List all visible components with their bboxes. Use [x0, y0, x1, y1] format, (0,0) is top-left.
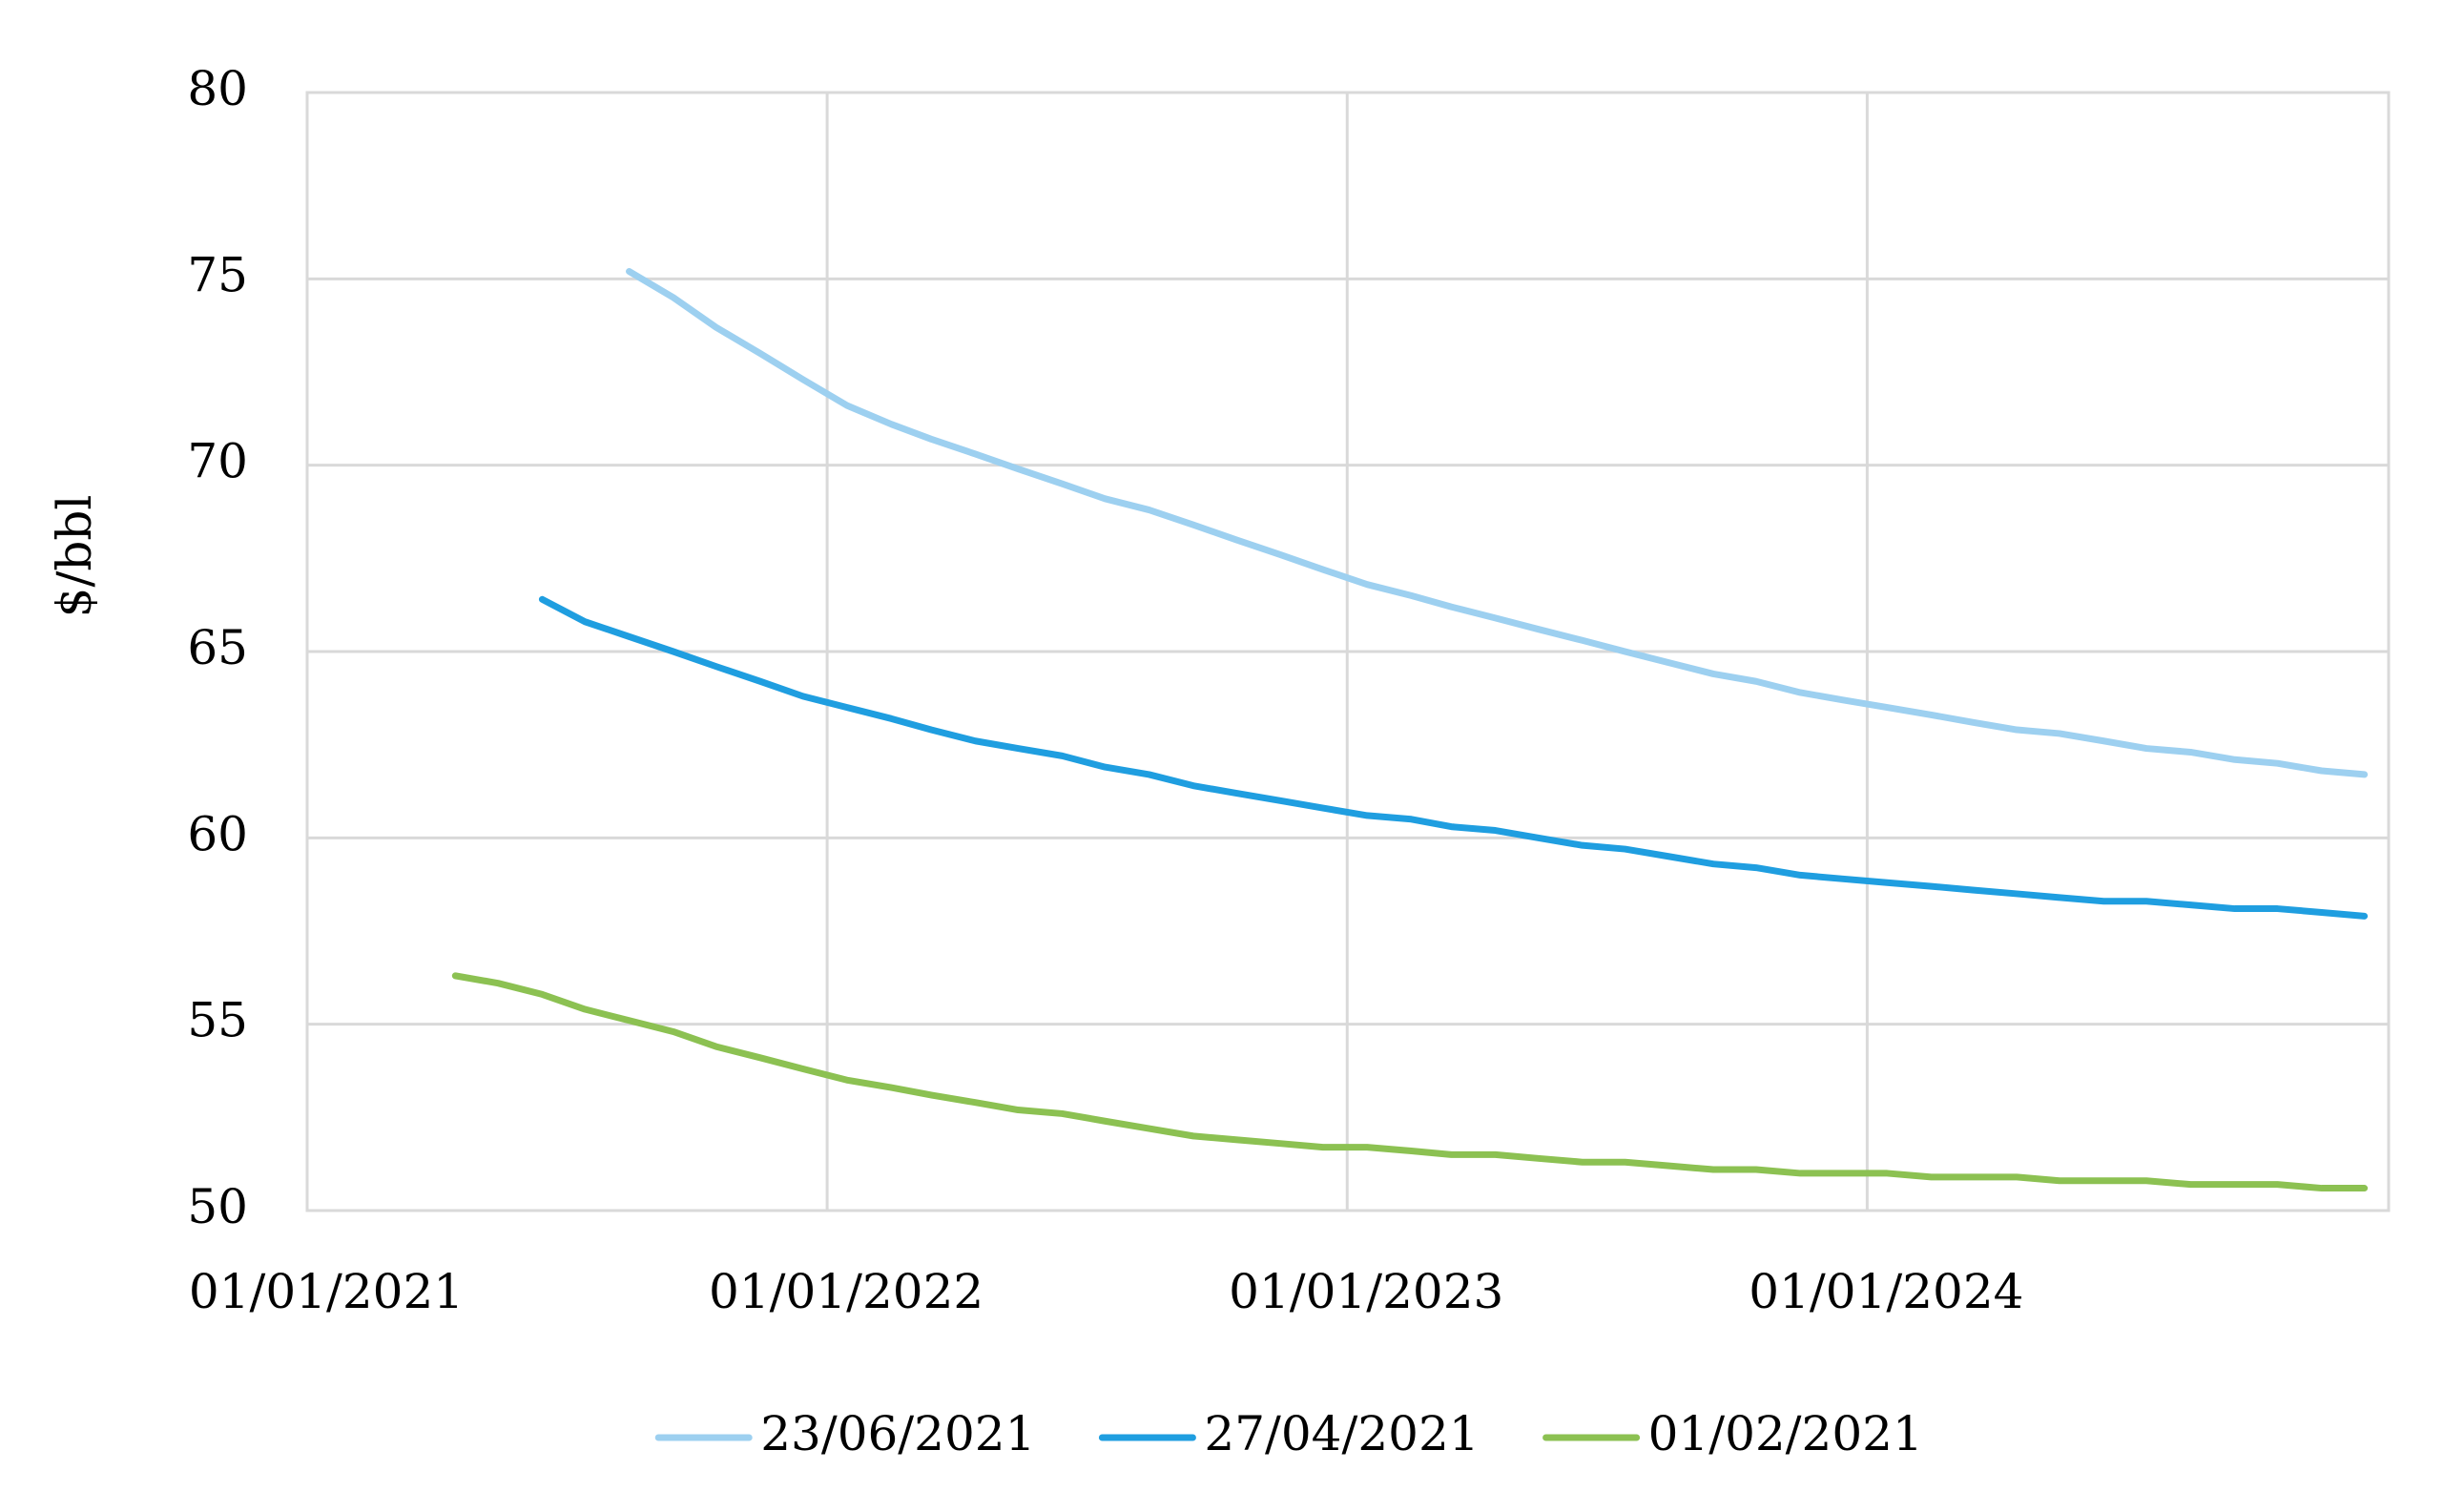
legend-label: 01/02/2021 — [1648, 1406, 1923, 1461]
line — [538, 595, 2369, 920]
x-tick-label: 01/01/2021 — [189, 1264, 464, 1319]
y-tick-label: 65 — [187, 620, 248, 675]
line — [451, 972, 2369, 1192]
y-tick-label: 75 — [187, 247, 248, 302]
x-tick-label: 01/01/2023 — [1229, 1264, 1503, 1319]
line — [626, 268, 2369, 778]
legend-label: 27/04/2021 — [1204, 1406, 1479, 1461]
legend-label: 23/06/2021 — [760, 1406, 1035, 1461]
y-tick-label: 80 — [187, 61, 248, 116]
plot-frame — [305, 91, 2391, 1212]
y-tick-label: 60 — [187, 806, 248, 861]
y-tick-label: 55 — [187, 993, 248, 1048]
y-tick-label: 50 — [187, 1179, 248, 1234]
x-tick-label: 01/01/2022 — [709, 1264, 983, 1319]
y-axis-label: $/bbl — [47, 495, 102, 618]
y-tick-label: 70 — [187, 434, 248, 489]
x-tick-label: 01/01/2024 — [1749, 1264, 2023, 1319]
